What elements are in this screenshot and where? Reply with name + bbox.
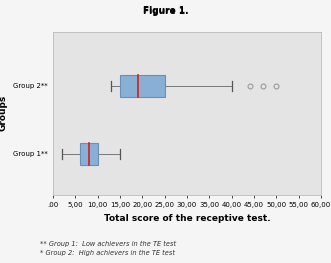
Text: * Group 2:  High achievers in the TE test: * Group 2: High achievers in the TE test [40, 250, 175, 256]
Text: Figure 1. Boxplot of mean difference between the two groups.: Figure 1. Boxplot of mean difference bet… [25, 6, 306, 15]
Bar [120, 75, 165, 97]
Text: Figure 1.: Figure 1. [143, 6, 188, 15]
Y-axis label: Groups: Groups [0, 95, 8, 131]
Bar [80, 143, 98, 165]
Text: Figure 1.: Figure 1. [143, 7, 188, 16]
Text: ** Group 1:  Low achievers in the TE test: ** Group 1: Low achievers in the TE test [40, 241, 176, 247]
X-axis label: Total score of the receptive test.: Total score of the receptive test. [104, 214, 270, 223]
Text: Figure 1. Boxplot of mean difference between the two groups.: Figure 1. Boxplot of mean difference bet… [25, 7, 306, 16]
